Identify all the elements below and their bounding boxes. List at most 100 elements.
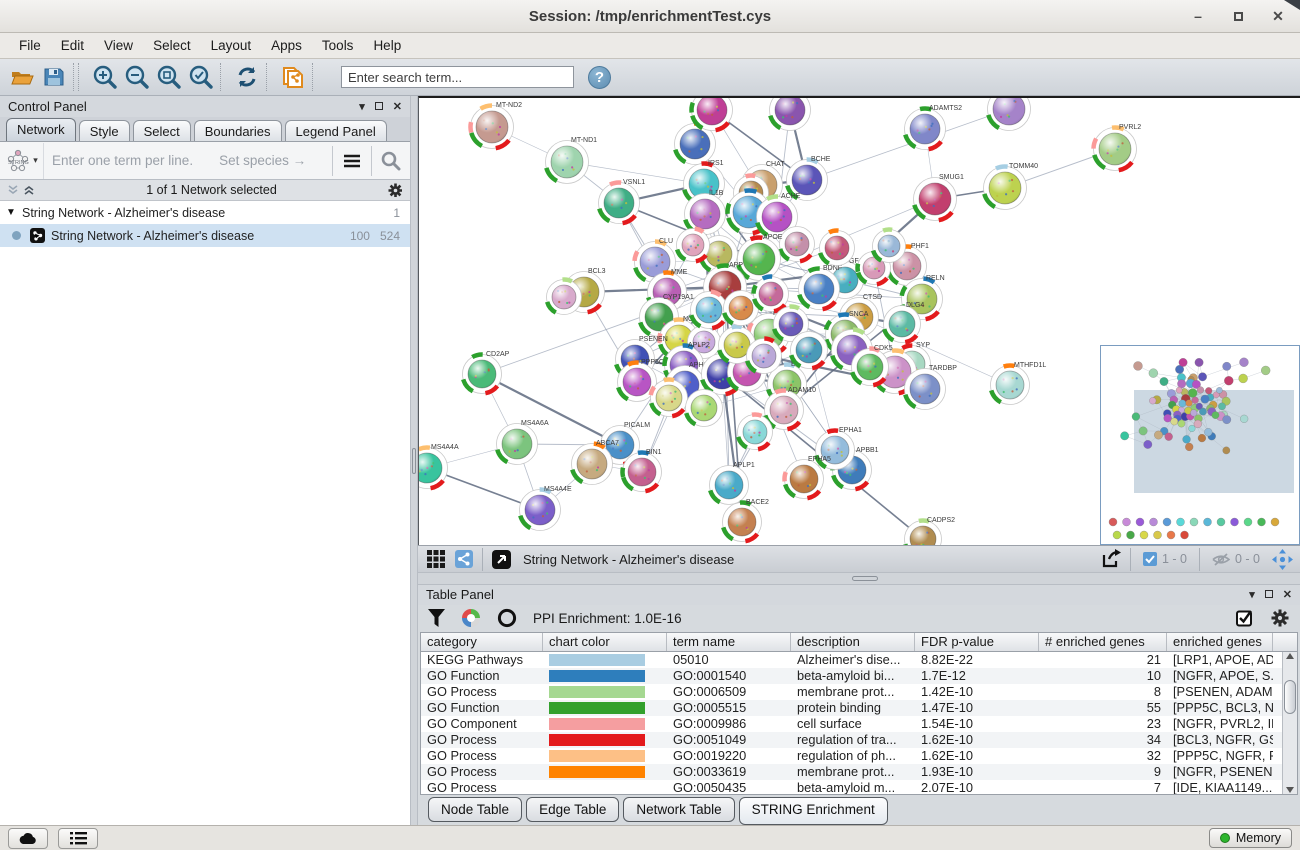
network-collection-row[interactable]: ▼ String Network - Alzheimer's disease 1 bbox=[0, 201, 410, 224]
network-node[interactable] bbox=[745, 336, 782, 374]
tab-legend-panel[interactable]: Legend Panel bbox=[284, 120, 387, 141]
menu-apps[interactable]: Apps bbox=[271, 38, 302, 53]
string-options-icon[interactable] bbox=[333, 143, 371, 179]
column-header-enriched-genes[interactable]: enriched genes bbox=[1167, 632, 1273, 651]
network-node[interactable]: ADAM10 bbox=[763, 387, 817, 432]
network-node[interactable]: SMUG1 bbox=[912, 174, 965, 223]
vertical-splitter[interactable] bbox=[410, 96, 418, 825]
table-row[interactable]: GO Process GO:0019220 regulation of ph... 1… bbox=[421, 748, 1297, 764]
select-columns-icon[interactable] bbox=[1236, 609, 1254, 627]
network-node[interactable] bbox=[545, 277, 582, 315]
memory-button[interactable]: Memory bbox=[1208, 828, 1292, 848]
network-node[interactable] bbox=[778, 226, 815, 264]
horizontal-splitter[interactable] bbox=[418, 572, 1300, 585]
share-view-icon[interactable] bbox=[450, 548, 478, 571]
table-row[interactable]: GO Function GO:0005515 protein binding 1.47… bbox=[421, 699, 1297, 716]
panel-close-icon[interactable]: ✕ bbox=[392, 101, 402, 113]
navigator-icon[interactable] bbox=[1268, 548, 1296, 571]
draw-charts-icon[interactable] bbox=[497, 608, 517, 628]
network-node[interactable]: APLP1 bbox=[708, 462, 755, 505]
network-row-selected[interactable]: String Network - Alzheimer's disease 100… bbox=[0, 224, 410, 247]
panel-menu-icon[interactable]: ▾ bbox=[359, 101, 365, 113]
tab-edge-table[interactable]: Edge Table bbox=[526, 796, 620, 822]
string-app-selector[interactable]: STRING ▾ bbox=[0, 142, 44, 179]
network-node[interactable]: CYP19A1 bbox=[638, 294, 694, 337]
network-node[interactable]: IRS1 bbox=[682, 160, 725, 205]
chart-settings-icon[interactable] bbox=[461, 608, 481, 628]
zoom-fit-icon[interactable] bbox=[153, 62, 185, 92]
zoom-in-icon[interactable] bbox=[89, 62, 121, 92]
network-node[interactable]: CD2AP bbox=[461, 351, 510, 396]
network-node[interactable] bbox=[772, 304, 809, 342]
network-node[interactable] bbox=[751, 274, 789, 314]
birdseye-toggle-icon[interactable] bbox=[487, 548, 515, 571]
network-node[interactable] bbox=[699, 235, 738, 273]
network-node[interactable] bbox=[674, 226, 710, 264]
network-list-gear-icon[interactable] bbox=[387, 182, 404, 199]
network-node[interactable]: EPHA5 bbox=[782, 456, 832, 501]
zoom-selected-icon[interactable] bbox=[185, 62, 217, 92]
network-node[interactable]: PVRL2 bbox=[1091, 124, 1142, 173]
table-panel-close-icon[interactable]: ✕ bbox=[1282, 589, 1292, 602]
filter-icon[interactable] bbox=[428, 609, 445, 628]
table-scrollbar[interactable] bbox=[1282, 651, 1297, 794]
refresh-icon[interactable] bbox=[231, 62, 263, 92]
network-node[interactable]: BIN1 bbox=[620, 449, 662, 494]
table-panel-menu-icon[interactable]: ▾ bbox=[1249, 589, 1255, 602]
table-row[interactable]: GO Process GO:0050435 beta-amyloid m... 2.0… bbox=[421, 780, 1297, 794]
menu-help[interactable]: Help bbox=[373, 38, 402, 53]
network-node[interactable] bbox=[870, 227, 906, 263]
zoom-out-icon[interactable] bbox=[121, 62, 153, 92]
table-row[interactable]: GO Process GO:0051049 regulation of tra...… bbox=[421, 731, 1297, 748]
network-node[interactable]: GAB2 bbox=[673, 120, 718, 165]
menu-layout[interactable]: Layout bbox=[210, 38, 252, 53]
network-node[interactable] bbox=[986, 98, 1031, 131]
network-node[interactable]: PPP5C bbox=[616, 359, 664, 402]
network-node[interactable] bbox=[684, 389, 723, 427]
panel-float-icon[interactable] bbox=[374, 101, 383, 113]
minimize-button[interactable]: – bbox=[1194, 8, 1202, 24]
network-node[interactable]: BACE2 bbox=[721, 499, 770, 544]
open-session-button[interactable] bbox=[6, 62, 38, 92]
tab-boundaries[interactable]: Boundaries bbox=[193, 120, 282, 141]
network-node[interactable] bbox=[648, 377, 688, 419]
network-node[interactable]: MS4A6A bbox=[495, 420, 549, 465]
string-search-icon[interactable] bbox=[372, 143, 410, 179]
network-node[interactable]: MS4A4E bbox=[518, 486, 572, 531]
network-node[interactable]: EPHA1 bbox=[814, 427, 863, 470]
column-header-category[interactable]: category bbox=[421, 632, 543, 651]
network-node[interactable]: BCHE bbox=[785, 156, 831, 201]
table-row[interactable]: KEGG Pathways 05010 Alzheimer's dise... 8.8… bbox=[421, 652, 1297, 668]
maximize-button[interactable] bbox=[1230, 8, 1246, 24]
network-node[interactable]: IL1B bbox=[683, 190, 726, 235]
save-session-button[interactable] bbox=[38, 62, 70, 92]
scroll-down-arrow[interactable] bbox=[1286, 786, 1294, 793]
network-node[interactable]: ABCA7 bbox=[570, 440, 620, 485]
column-header-FDR-p-value[interactable]: FDR p-value bbox=[915, 632, 1039, 651]
table-row[interactable]: GO Process GO:0033619 membrane prot... 1.93… bbox=[421, 763, 1297, 780]
network-node[interactable]: TOMM40 bbox=[982, 163, 1039, 210]
task-list-button[interactable] bbox=[58, 827, 98, 849]
tab-node-table[interactable]: Node Table bbox=[428, 796, 523, 822]
column-header--enriched-genes[interactable]: # enriched genes bbox=[1039, 632, 1167, 651]
tree-expand-caret[interactable]: ▼ bbox=[6, 207, 16, 218]
table-row[interactable]: GO Function GO:0001540 beta-amyloid bi... 1… bbox=[421, 667, 1297, 684]
menu-edit[interactable]: Edit bbox=[60, 38, 85, 53]
network-node[interactable] bbox=[789, 331, 828, 371]
network-node[interactable]: MTHFD1L bbox=[989, 362, 1047, 405]
grid-view-icon[interactable] bbox=[422, 548, 450, 571]
menu-view[interactable]: View bbox=[104, 38, 134, 53]
network-node[interactable]: TARDBP bbox=[903, 365, 958, 410]
network-node[interactable] bbox=[736, 412, 773, 452]
species-selector[interactable]: Set species → bbox=[219, 153, 307, 168]
network-from-file-icon[interactable] bbox=[277, 62, 309, 92]
network-node[interactable]: VSNL1 bbox=[597, 179, 646, 226]
help-icon[interactable]: ? bbox=[588, 65, 611, 89]
table-row[interactable]: GO Component GO:0009986 cell surface 1.54E-… bbox=[421, 716, 1297, 732]
string-query-placeholder[interactable]: Enter one term per line. bbox=[52, 153, 194, 168]
network-node[interactable]: MT-ND2 bbox=[468, 102, 523, 151]
table-panel-float-icon[interactable] bbox=[1264, 589, 1273, 601]
network-node[interactable] bbox=[818, 228, 855, 266]
menu-file[interactable]: File bbox=[19, 38, 41, 53]
network-canvas[interactable]: MT-ND2 MT-ND1 VSNL1 GAB2 ADAMTS2 PVRL2 TOMM40 S… bbox=[418, 96, 1300, 545]
